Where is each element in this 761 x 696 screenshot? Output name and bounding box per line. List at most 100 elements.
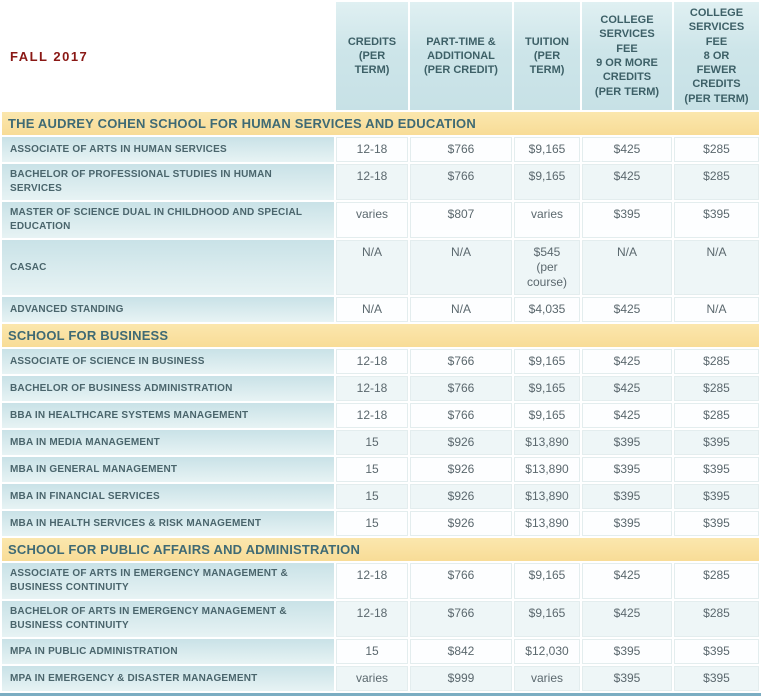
credits-cell: 15 [336,457,408,483]
fee-8-or-fewer-cell: N/A [674,240,759,296]
credits-cell: N/A [336,240,408,296]
section-header-row: SCHOOL FOR BUSINESS [2,324,759,348]
part-time-rate-cell: $807 [410,202,512,239]
fee-9-or-more-cell: $425 [582,137,672,163]
part-time-rate-cell: $842 [410,639,512,665]
table-row: BACHELOR OF BUSINESS ADMINISTRATION 12-18… [2,376,759,402]
table-row: ASSOCIATE OF ARTS IN HUMAN SERVICES 12-18… [2,137,759,163]
fee-9-or-more-cell: $425 [582,403,672,429]
part-time-rate-cell: $926 [410,430,512,456]
section-header-row: THE AUDREY COHEN SCHOOL FOR HUMAN SERVIC… [2,112,759,136]
program-name-cell: BACHELOR OF ARTS IN EMERGENCY MANAGEMENT… [2,601,334,638]
table-row: MBA IN GENERAL MANAGEMENT 15 $926 $13,890 $3… [2,457,759,483]
table-row: BACHELOR OF PROFESSIONAL STUDIES IN HUMA… [2,164,759,201]
credits-cell: 15 [336,639,408,665]
credits-cell: 12-18 [336,563,408,600]
fee-8-or-fewer-cell: $395 [674,457,759,483]
fee-8-or-fewer-cell: $285 [674,403,759,429]
fee-8-or-fewer-cell: $395 [674,639,759,665]
table-row: ADVANCED STANDING N/A N/A $4,035 $425 N/A [2,297,759,323]
part-time-rate-cell: $926 [410,457,512,483]
tuition-cell: $9,165 [514,137,580,163]
credits-cell: 12-18 [336,164,408,201]
fee-9-or-more-cell: $425 [582,601,672,638]
tuition-cell: $9,165 [514,164,580,201]
program-name-cell: ASSOCIATE OF ARTS IN EMERGENCY MANAGEMEN… [2,563,334,600]
part-time-rate-cell: N/A [410,297,512,323]
tuition-cell: $13,890 [514,511,580,537]
program-name-cell: ASSOCIATE OF SCIENCE IN BUSINESS [2,349,334,375]
table-row: MPA IN EMERGENCY & DISASTER MANAGEMENT va… [2,666,759,692]
table-row: MPA IN PUBLIC ADMINISTRATION 15 $842 $12,03… [2,639,759,665]
table-row: MBA IN HEALTH SERVICES & RISK MANAGEMENT… [2,511,759,537]
col-header-credits: CREDITS (PER TERM) [336,2,408,111]
program-name-cell: ADVANCED STANDING [2,297,334,323]
program-name-cell: BACHELOR OF PROFESSIONAL STUDIES IN HUMA… [2,164,334,201]
program-name-cell: BACHELOR OF BUSINESS ADMINISTRATION [2,376,334,402]
tuition-cell: $4,035 [514,297,580,323]
fee-8-or-fewer-cell: $285 [674,164,759,201]
fee-9-or-more-cell: $425 [582,563,672,600]
fee-8-or-fewer-cell: $285 [674,137,759,163]
fee-9-or-more-cell: $395 [582,430,672,456]
table-row: CASAC N/A N/A $545 (per course) N/A N/A [2,240,759,296]
program-name-cell: CASAC [2,240,334,296]
fee-9-or-more-cell: $395 [582,484,672,510]
tuition-cell: $13,890 [514,457,580,483]
fee-9-or-more-cell: $425 [582,297,672,323]
credits-cell: 12-18 [336,137,408,163]
part-time-rate-cell: $999 [410,666,512,692]
program-name-cell: MASTER OF SCIENCE DUAL IN CHILDHOOD AND … [2,202,334,239]
fee-8-or-fewer-cell: $285 [674,349,759,375]
table-row: ASSOCIATE OF ARTS IN EMERGENCY MANAGEMEN… [2,563,759,600]
section-header: SCHOOL FOR BUSINESS [2,324,759,348]
table-row: BBA IN HEALTHCARE SYSTEMS MANAGEMENT 12-1… [2,403,759,429]
fee-9-or-more-cell: $425 [582,376,672,402]
fee-8-or-fewer-cell: $285 [674,376,759,402]
credits-cell: 12-18 [336,403,408,429]
tuition-cell: $13,890 [514,430,580,456]
fee-9-or-more-cell: $425 [582,164,672,201]
program-name-cell: BBA IN HEALTHCARE SYSTEMS MANAGEMENT [2,403,334,429]
fee-9-or-more-cell: $395 [582,666,672,692]
part-time-rate-cell: $766 [410,563,512,600]
tuition-cell: varies [514,202,580,239]
col-header-fee-8-or-fewer: COLLEGE SERVICES FEE 8 OR FEWER CREDITS … [674,2,759,111]
fee-8-or-fewer-cell: $285 [674,601,759,638]
table-row: MBA IN FINANCIAL SERVICES 15 $926 $13,890 $3… [2,484,759,510]
tuition-cell: $545 (per course) [514,240,580,296]
table-row: BACHELOR OF ARTS IN EMERGENCY MANAGEMENT… [2,601,759,638]
section-header: SCHOOL FOR PUBLIC AFFAIRS AND ADMINISTRA… [2,538,759,562]
program-name-cell: MPA IN EMERGENCY & DISASTER MANAGEMENT [2,666,334,692]
fee-9-or-more-cell: $395 [582,202,672,239]
fee-8-or-fewer-cell: $395 [674,430,759,456]
credits-cell: 12-18 [336,349,408,375]
program-name-cell: MBA IN GENERAL MANAGEMENT [2,457,334,483]
program-name-cell: ASSOCIATE OF ARTS IN HUMAN SERVICES [2,137,334,163]
credits-cell: N/A [336,297,408,323]
section-header: THE AUDREY COHEN SCHOOL FOR HUMAN SERVIC… [2,112,759,136]
fee-8-or-fewer-cell: $395 [674,511,759,537]
part-time-rate-cell: $766 [410,164,512,201]
credits-cell: varies [336,202,408,239]
part-time-rate-cell: $926 [410,511,512,537]
term-title: FALL 2017 [2,2,334,111]
tuition-cell: $9,165 [514,563,580,600]
table-row: MASTER OF SCIENCE DUAL IN CHILDHOOD AND … [2,202,759,239]
fee-8-or-fewer-cell: $285 [674,563,759,600]
table-row: MBA IN MEDIA MANAGEMENT 15 $926 $13,890 $395… [2,430,759,456]
col-header-tuition: TUITION (PER TERM) [514,2,580,111]
part-time-rate-cell: $766 [410,403,512,429]
col-header-part-time: PART-TIME & ADDITIONAL (PER CREDIT) [410,2,512,111]
tuition-cell: varies [514,666,580,692]
program-name-cell: MPA IN PUBLIC ADMINISTRATION [2,639,334,665]
tuition-cell: $9,165 [514,403,580,429]
program-name-cell: MBA IN FINANCIAL SERVICES [2,484,334,510]
credits-cell: 15 [336,511,408,537]
fee-8-or-fewer-cell: $395 [674,484,759,510]
table-row: ASSOCIATE OF SCIENCE IN BUSINESS 12-18 $76… [2,349,759,375]
part-time-rate-cell: N/A [410,240,512,296]
col-header-fee-9-or-more: COLLEGE SERVICES FEE 9 OR MORE CREDITS (… [582,2,672,111]
section-header-row: SCHOOL FOR PUBLIC AFFAIRS AND ADMINISTRA… [2,538,759,562]
